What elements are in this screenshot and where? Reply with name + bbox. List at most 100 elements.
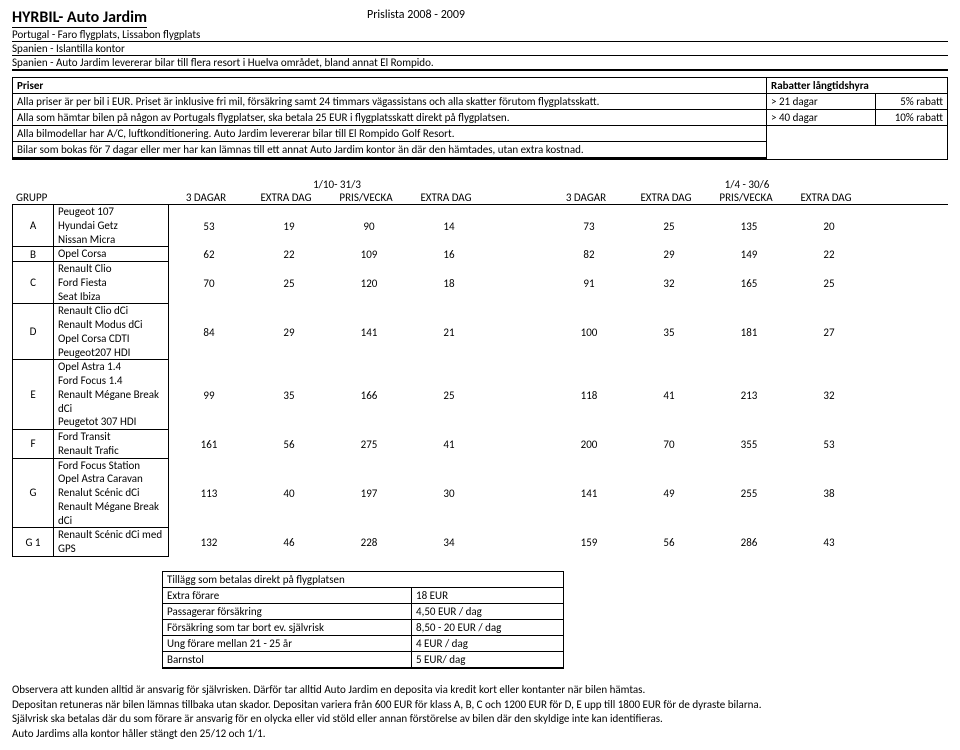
price-cell: 99 [169,360,249,430]
addon-value: 4,50 EUR / dag [412,604,563,619]
group-cell: E [12,360,54,430]
price-cell: 32 [629,262,709,304]
price-cell: 35 [249,360,329,430]
footer-line: Depositan retuneras när bilen lämnas til… [12,698,948,713]
footer-line: Observera att kunden alltid är ansvarig … [12,683,948,698]
price-cell: 30 [409,459,489,529]
table-row: CRenault ClioFord FiestaSeat Ibiza702512… [12,262,948,304]
footer-line: Självrisk ska betalas där du som förare … [12,712,948,727]
price-cell: 19 [249,205,329,247]
meta-line-1: Portugal - Faro flygplats, Lissabon flyg… [12,28,948,42]
table-row: DRenault Clio dCiRenault Modus dCiOpel C… [12,304,948,360]
addon-row: Extra förare18 EUR [163,588,563,604]
model-name: Peugeot207 HDI [58,346,168,360]
price-cell: 53 [789,430,869,459]
price-cell: 21 [409,304,489,360]
footer-line: Auto Jardims alla kontor håller stängt d… [12,727,948,742]
price-cell: 181 [709,304,789,360]
group-cell: D [12,304,54,360]
info-left-line: Alla priser är per bil i EUR. Priset är … [13,94,766,110]
price-cell: 41 [629,360,709,430]
col-h: EXTRA DAG [406,191,486,204]
info-right: Rabatter långtidshyra > 21 dagar 5% raba… [767,78,948,160]
addon-value: 18 EUR [412,588,563,603]
price-cell: 70 [629,430,709,459]
model-cell: Peugeot 107Hyundai GetzNissan Micra [54,205,169,247]
group-cell: B [12,247,54,262]
table-row: FFord TransitRenault Trafic1615627541200… [12,430,948,459]
table-row: APeugeot 107Hyundai GetzNissan Micra5319… [12,205,948,247]
addon-label: Barnstol [163,652,412,667]
model-name: Opel Astra 1.4 [58,360,168,374]
col-h: EXTRA DAG [626,191,706,204]
price-cell: 43 [789,528,869,557]
price-cell: 25 [409,360,489,430]
model-name: Ford Focus Station [58,459,168,473]
price-cell: 255 [709,459,789,529]
addon-value: 8,50 - 20 EUR / dag [412,620,563,635]
price-cell: 286 [709,528,789,557]
price-cell: 120 [329,262,409,304]
price-cell: 197 [329,459,409,529]
price-cell: 32 [789,360,869,430]
addon-row: Passagerar försäkring4,50 EUR / dag [163,604,563,620]
price-cell: 25 [789,262,869,304]
model-name: Ford Focus 1.4 [58,374,168,388]
price-cell: 141 [549,459,629,529]
footer-notes: Observera att kunden alltid är ansvarig … [12,683,948,742]
price-cell: 275 [329,430,409,459]
model-name: Renalut Scénic dCi [58,486,168,500]
addon-box: Tillägg som betalas direkt på flygplatse… [162,571,564,669]
discount-row: > 40 dagar 10% rabatt [767,110,947,126]
price-cell: 165 [709,262,789,304]
price-cell: 18 [409,262,489,304]
price-cell: 62 [169,247,249,262]
group-cell: G 1 [12,528,54,557]
discount-days: > 21 dagar [767,94,876,109]
model-name: Hyundai Getz [58,219,168,233]
info-left-header: Priser [13,78,766,94]
price-cell: 70 [169,262,249,304]
price-cell: 27 [789,304,869,360]
model-name: Renault Mégane Break dCi [58,388,168,416]
price-cell: 113 [169,459,249,529]
meta-line-2: Spanien - Islantilla kontor [12,42,948,56]
info-left-line: Bilar som bokas för 7 dagar eller mer ha… [13,142,766,159]
model-name: Ford Fiesta [58,276,168,290]
table-row: E Opel Astra 1.4Ford Focus 1.4Renault Még… [12,360,948,430]
price-cell: 90 [329,205,409,247]
addon-value: 4 EUR / dag [412,636,563,651]
model-name: Nissan Micra [58,233,168,247]
price-cell: 100 [549,304,629,360]
price-cell: 22 [249,247,329,262]
model-name: Seat Ibiza [58,290,168,304]
info-left: Priser Alla priser är per bil i EUR. Pri… [12,78,767,160]
model-name: Peugetot 307 HDI [58,415,168,429]
col-h: PRIS/VECKA [326,191,406,204]
price-cell: 34 [409,528,489,557]
price-cell: 46 [249,528,329,557]
model-name: Renault Mégane Break dCi [58,500,168,528]
model-cell: Opel Corsa [54,247,169,262]
addon-row: Försäkring som tar bort ev. självrisk8,5… [163,620,563,636]
col-h: EXTRA DAG [246,191,326,204]
model-cell: Renault Clio dCiRenault Modus dCiOpel Co… [54,304,169,360]
model-name: Opel Corsa [58,247,168,261]
model-cell: Ford TransitRenault Trafic [54,430,169,459]
price-cell: 228 [329,528,409,557]
group-cell: G [12,459,54,529]
addon-row: Ung förare mellan 21 - 25 år4 EUR / dag [163,636,563,652]
model-name: Renault Modus dCi [58,318,168,332]
col-h: 3 DAGAR [546,191,626,204]
model-name: Peugeot 107 [58,205,168,219]
model-name: Renault Trafic [58,444,168,458]
period-a: 1/10- 31/3 [162,178,512,191]
price-cell: 14 [409,205,489,247]
price-cell: 166 [329,360,409,430]
price-cell: 91 [549,262,629,304]
col-h: PRIS/VECKA [706,191,786,204]
price-cell: 141 [329,304,409,360]
group-cell: A [12,205,54,247]
page-title: HYRBIL- Auto Jardim [12,8,147,28]
group-cell: F [12,430,54,459]
